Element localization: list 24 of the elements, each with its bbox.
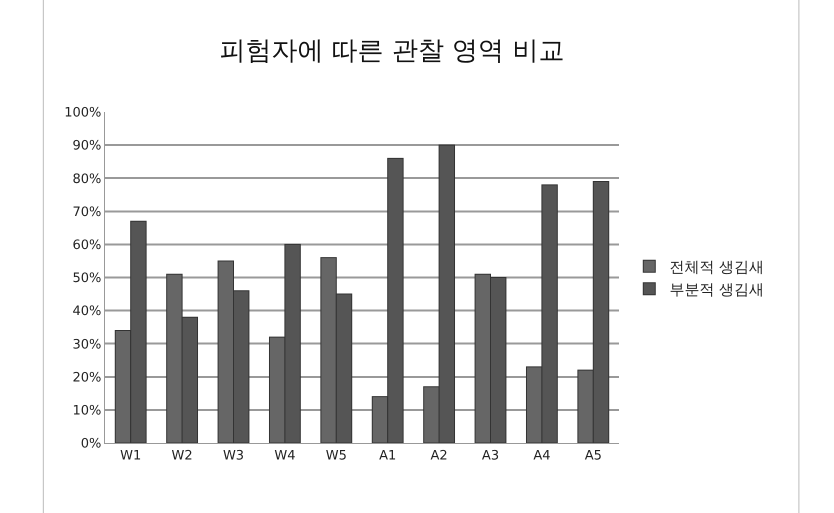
x-tick-label: W3 bbox=[222, 448, 244, 464]
y-tick-label: 100% bbox=[64, 106, 102, 121]
y-tick-label: 10% bbox=[72, 403, 102, 418]
y-tick-label: 70% bbox=[72, 204, 102, 220]
y-tick-label: 30% bbox=[72, 337, 102, 352]
x-tick-label: W1 bbox=[120, 448, 142, 464]
y-tick-label: 50% bbox=[72, 271, 102, 286]
x-tick-label: A2 bbox=[430, 448, 448, 464]
x-tick-label: A3 bbox=[482, 448, 500, 464]
y-tick-label: 90% bbox=[72, 138, 102, 154]
x-tick-label: A1 bbox=[379, 448, 396, 464]
y-tick-label: 0% bbox=[80, 436, 102, 452]
legend-label: 전체적 생김새 bbox=[669, 258, 764, 276]
x-tick-label: W2 bbox=[172, 448, 193, 464]
legend-label: 부분적 생김새 bbox=[669, 280, 764, 299]
x-tick-label: A4 bbox=[533, 448, 550, 464]
x-tick-label: W4 bbox=[274, 448, 296, 464]
x-tick-label: W5 bbox=[326, 448, 347, 464]
y-tick-label: 80% bbox=[72, 172, 102, 187]
y-tick-label: 60% bbox=[72, 238, 102, 253]
y-tick-label: 40% bbox=[72, 304, 102, 320]
x-tick-label: A5 bbox=[584, 448, 602, 464]
y-tick-label: 20% bbox=[72, 370, 102, 386]
chart-title: 피험자에 따른 관찰 영역 비교 bbox=[219, 36, 565, 66]
